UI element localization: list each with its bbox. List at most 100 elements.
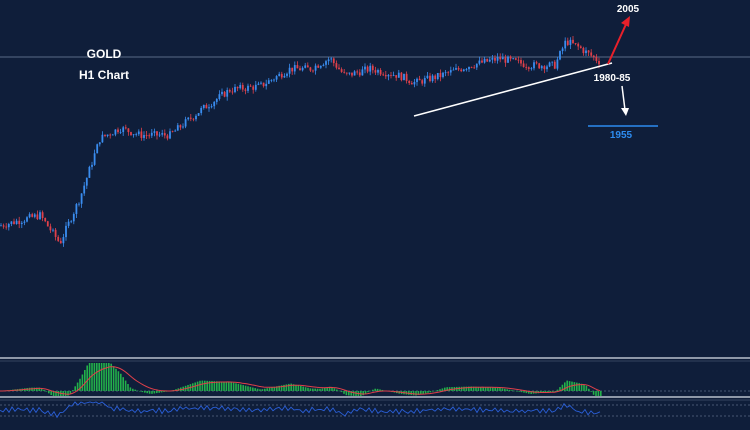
candle-body — [213, 101, 216, 107]
candle-body — [62, 237, 65, 244]
candle-body — [10, 221, 13, 224]
histogram-bar — [309, 388, 312, 391]
candle-body — [468, 66, 470, 70]
histogram-bar — [477, 386, 480, 391]
histogram-bar — [120, 373, 122, 391]
histogram-bar — [458, 386, 460, 391]
candle-body — [239, 85, 242, 89]
candle-body — [553, 61, 556, 69]
candle-body — [247, 85, 249, 91]
histogram-bar — [295, 384, 297, 391]
histogram-bar — [412, 391, 415, 396]
candle-body — [442, 72, 444, 78]
candle-body — [566, 40, 569, 45]
candle-body — [572, 39, 574, 44]
histogram-bar — [264, 388, 266, 391]
candle-body — [98, 142, 101, 145]
candle-body — [429, 75, 431, 82]
candle-body — [96, 144, 99, 154]
candle-body — [478, 60, 481, 64]
histogram-bar — [201, 380, 204, 391]
histogram-bar — [345, 391, 348, 396]
histogram-bar — [271, 387, 273, 391]
candle-body — [382, 74, 385, 76]
histogram-bar — [266, 388, 268, 391]
histogram-bar — [160, 391, 163, 393]
candle-body — [226, 89, 229, 97]
histogram-bar — [40, 388, 43, 391]
candle-body — [166, 135, 169, 139]
candle-body — [512, 58, 515, 60]
histogram-bar — [211, 381, 213, 391]
candle-body — [338, 67, 340, 70]
candle-body — [293, 65, 296, 72]
candle-body — [322, 64, 325, 66]
histogram-bar — [148, 391, 151, 394]
histogram-bar — [278, 385, 280, 391]
up-arrow-head — [621, 16, 630, 27]
histogram-bar — [314, 388, 316, 391]
histogram-bar — [415, 391, 417, 396]
candle-body — [587, 50, 590, 53]
candle-body — [439, 72, 442, 78]
candle-body — [91, 164, 93, 167]
candle-body — [197, 113, 200, 116]
histogram-bar — [518, 391, 520, 392]
oscillator-line — [0, 401, 601, 419]
histogram-bar — [105, 363, 108, 391]
histogram-bar — [292, 384, 295, 391]
candle-body — [543, 66, 546, 70]
candle-body — [559, 51, 561, 60]
histogram-bar — [324, 387, 326, 391]
histogram-bar — [465, 386, 468, 391]
candle-body — [520, 60, 522, 64]
histogram-bar — [216, 381, 218, 391]
histogram-bar — [230, 382, 232, 391]
histogram-bar — [141, 391, 144, 393]
candle-body — [340, 69, 343, 72]
histogram-bar — [108, 363, 110, 391]
candle-body — [231, 91, 234, 93]
candle-body — [525, 66, 528, 68]
candle-body — [548, 62, 551, 67]
candle-body — [117, 129, 119, 133]
histogram-bar — [508, 389, 511, 391]
histogram-bar — [213, 381, 216, 391]
candle-body — [85, 177, 88, 186]
histogram-bar — [254, 388, 256, 391]
histogram-bar — [280, 385, 283, 391]
histogram-bar — [206, 380, 208, 391]
candle-body — [195, 115, 197, 120]
candle-body — [78, 203, 80, 205]
histogram-bar — [468, 386, 470, 391]
candle-body — [296, 65, 299, 69]
candle-body — [491, 57, 494, 60]
histogram-bar — [307, 387, 309, 391]
histogram-bar — [196, 381, 199, 391]
candle-body — [262, 82, 265, 87]
histogram-bar — [158, 391, 160, 393]
histogram-bar — [444, 387, 446, 391]
candle-body — [39, 212, 41, 220]
candle-body — [436, 72, 439, 80]
candle-body — [241, 85, 244, 90]
histogram-bar — [472, 386, 475, 391]
histogram-bar — [52, 391, 55, 396]
histogram-bar — [96, 363, 98, 391]
candle-body — [533, 62, 535, 69]
candle-body — [356, 71, 359, 73]
histogram-bar — [544, 391, 547, 393]
candle-body — [366, 66, 369, 72]
candle-body — [234, 86, 236, 93]
histogram-bar — [81, 374, 84, 391]
candle-body — [192, 118, 195, 120]
histogram-bar — [592, 391, 595, 395]
candle-body — [31, 214, 34, 217]
histogram-bar — [506, 389, 508, 391]
histogram-bar — [511, 390, 513, 391]
candle-body — [371, 65, 374, 71]
histogram-bar — [480, 387, 482, 391]
histogram-bar — [417, 391, 420, 395]
candle-body — [176, 125, 179, 131]
histogram-bar — [559, 387, 561, 391]
